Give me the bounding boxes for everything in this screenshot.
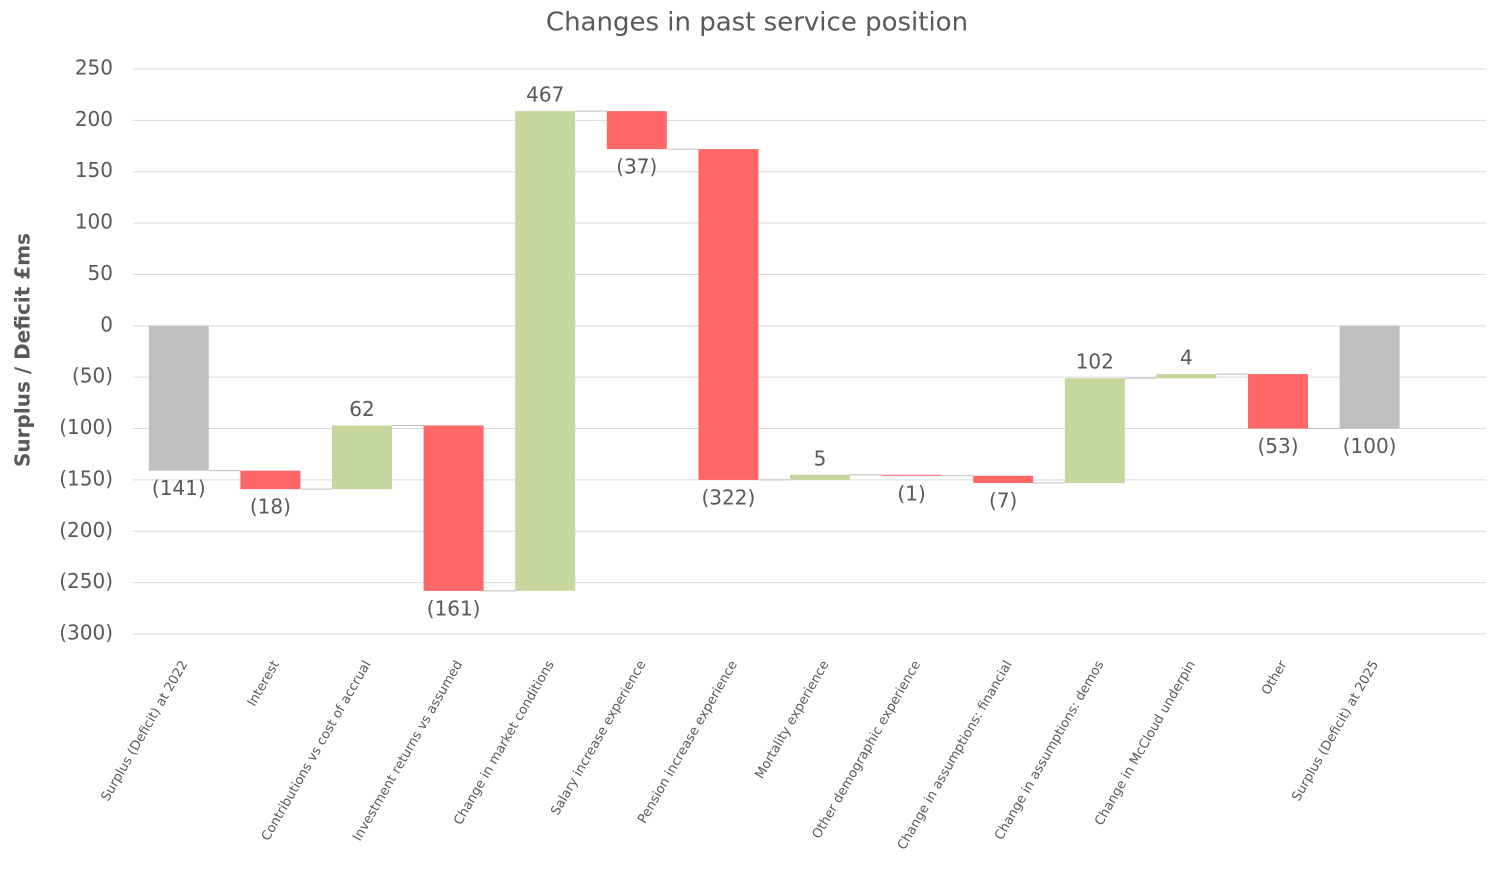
data-label: 467: [526, 83, 564, 107]
bar: [973, 475, 1034, 483]
x-tick-label: Surplus (Deficit) at 2025: [1289, 658, 1382, 804]
data-label: 4: [1180, 346, 1193, 370]
x-tick-label: Change in McCloud underpin: [1092, 658, 1199, 828]
y-tick-label: (150): [59, 466, 113, 490]
y-tick-label: 50: [88, 261, 113, 285]
y-tick-label: 250: [75, 56, 113, 80]
y-tick-label: 200: [75, 107, 113, 131]
data-label: (37): [616, 155, 657, 179]
y-tick-label: 150: [75, 158, 113, 182]
data-label: (100): [1343, 434, 1397, 458]
x-tick-label: Change in market conditions: [451, 658, 558, 828]
x-tick-label: Salary increase experience: [548, 658, 649, 818]
bar: [790, 474, 850, 480]
x-tick-label: Interest: [245, 658, 283, 709]
data-label: 5: [814, 446, 827, 470]
bar: [1248, 374, 1308, 429]
bar: [698, 149, 759, 480]
bar: [606, 111, 667, 150]
bar: [240, 470, 301, 490]
y-tick-label: (200): [59, 518, 113, 542]
data-label: (161): [427, 596, 481, 620]
data-label: (1): [897, 481, 925, 505]
bar: [423, 425, 484, 591]
data-label: (141): [152, 476, 206, 500]
data-label: (53): [1257, 434, 1298, 458]
y-tick-label: (250): [59, 569, 113, 593]
y-tick-label: 100: [75, 210, 113, 234]
x-tick-label: Other demographic experience: [810, 658, 924, 841]
x-tick-label: Other: [1259, 658, 1291, 698]
x-tick-label: Investment returns vs assumed: [350, 658, 466, 844]
data-label: (18): [250, 495, 291, 519]
x-tick-label: Change in assumptions: demos: [992, 658, 1107, 843]
data-label: 102: [1076, 350, 1114, 374]
data-label: 62: [349, 397, 374, 421]
y-tick-label: (100): [59, 415, 113, 439]
y-axis-title: Surplus / Deficit £ms: [11, 233, 35, 467]
y-tick-label: 0: [100, 312, 113, 336]
y-tick-label: (300): [59, 621, 113, 645]
x-tick-label: Pension increase experience: [635, 658, 741, 826]
data-label: (7): [989, 488, 1017, 512]
bar: [515, 111, 576, 591]
bar: [1339, 325, 1400, 429]
bar: [332, 425, 392, 490]
x-tick-label: Mortality experience: [753, 658, 833, 781]
x-tick-label: Surplus (Deficit) at 2022: [99, 658, 192, 804]
bar: [148, 325, 209, 471]
data-label: (322): [702, 485, 756, 509]
chart-title: Changes in past service position: [546, 8, 968, 38]
bar: [1064, 378, 1125, 483]
x-tick-label: Contributions vs cost of accrual: [259, 658, 375, 843]
bar: [881, 474, 942, 476]
y-tick-label: (50): [72, 364, 113, 388]
x-tick-label: Change in assumptions: financial: [895, 658, 1016, 852]
bar: [1156, 374, 1217, 379]
